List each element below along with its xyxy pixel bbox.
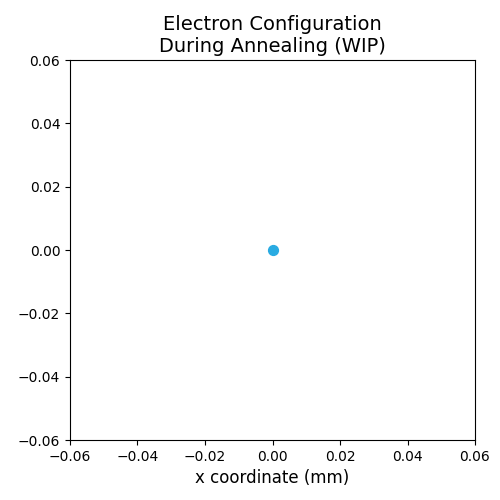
- X-axis label: x coordinate (mm): x coordinate (mm): [196, 470, 350, 488]
- Point: [268, 246, 276, 254]
- Title: Electron Configuration
During Annealing (WIP): Electron Configuration During Annealing …: [159, 14, 386, 56]
